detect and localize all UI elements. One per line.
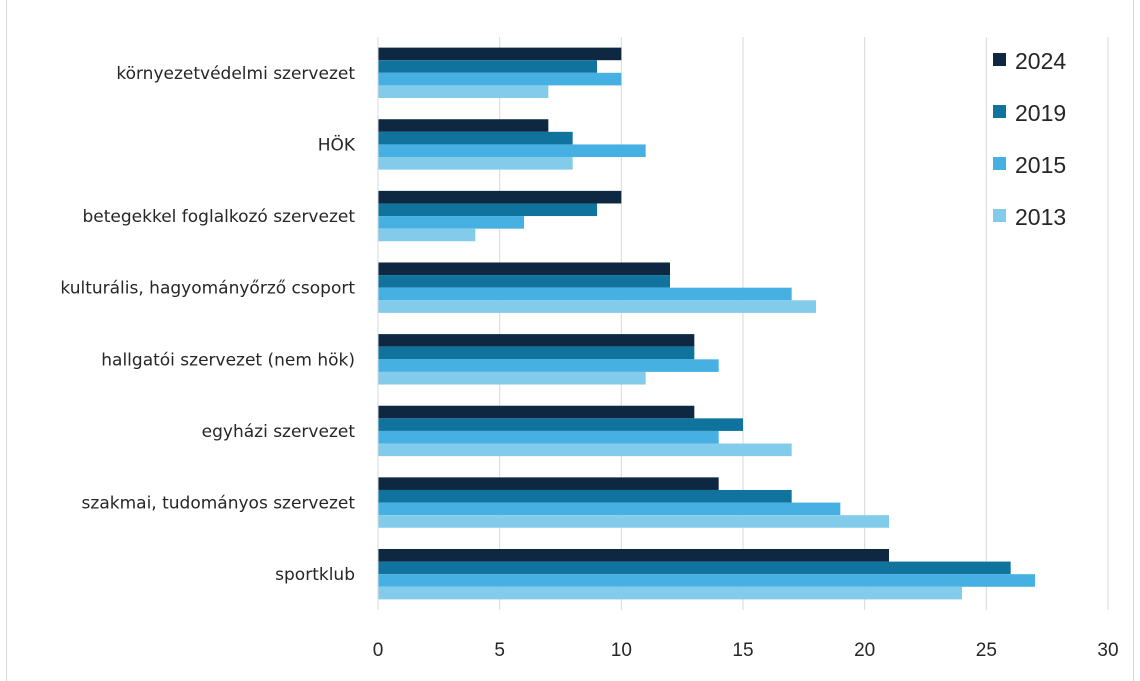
bar-2024-2 — [378, 190, 622, 204]
bar-2013-3 — [378, 300, 816, 313]
bar-2024-7 — [378, 548, 889, 562]
bar-2015-5 — [378, 430, 719, 444]
category-label: sportklub — [275, 565, 355, 585]
bar-2024-0 — [378, 47, 622, 61]
bar-2019-6 — [378, 489, 792, 503]
category-label: betegekkel foglalkozó szervezet — [83, 207, 356, 227]
bar-2015-2 — [378, 216, 524, 229]
legend-swatch-2015 — [993, 157, 1006, 170]
bar-2024-3 — [378, 262, 670, 276]
bar-2024-6 — [378, 477, 719, 490]
category-label: egyházi szervezet — [202, 422, 356, 442]
bar-2024-1 — [378, 119, 549, 132]
category-label: környezetvédelmi szervezet — [116, 64, 355, 84]
x-tick-label: 15 — [732, 640, 753, 661]
bar-2013-5 — [378, 443, 792, 457]
x-tick-label: 5 — [494, 640, 505, 661]
legend-swatch-2019 — [993, 105, 1006, 118]
bar-2015-1 — [378, 144, 646, 158]
bar-2024-5 — [378, 405, 695, 419]
category-label: hallgatói szervezet (nem hök) — [101, 350, 355, 370]
bar-2019-5 — [378, 418, 743, 431]
bar-2019-4 — [378, 346, 695, 360]
bar-2015-3 — [378, 287, 792, 301]
x-tick-label: 25 — [976, 640, 997, 661]
x-tick-label: 20 — [854, 640, 875, 661]
category-label: szakmai, tudományos szervezet — [82, 494, 356, 514]
bar-2024-4 — [378, 334, 695, 347]
bar-2013-4 — [378, 371, 646, 385]
legend-swatch-2013 — [993, 209, 1006, 222]
bar-2013-6 — [378, 515, 889, 528]
x-tick-label: 10 — [611, 640, 632, 661]
bar-2013-7 — [378, 586, 962, 600]
x-tick-label: 0 — [373, 640, 384, 661]
category-label: HÖK — [318, 133, 356, 155]
x-tick-label: 30 — [1097, 640, 1118, 661]
legend-label: 2015 — [1015, 152, 1066, 178]
chart-frame — [6, 0, 1134, 681]
legend-label: 2013 — [1015, 204, 1066, 230]
legend-label: 2024 — [1015, 48, 1066, 74]
bar-2019-2 — [378, 203, 597, 217]
bar-2015-7 — [378, 574, 1035, 587]
bar-2019-0 — [378, 60, 597, 73]
legend-label: 2019 — [1015, 100, 1066, 126]
bar-2013-2 — [378, 228, 476, 242]
bar-2019-1 — [378, 131, 573, 145]
bar-2013-1 — [378, 157, 573, 170]
bar-2019-7 — [378, 561, 1011, 575]
bar-2013-0 — [378, 85, 549, 99]
bar-2015-4 — [378, 359, 719, 372]
bar-2019-3 — [378, 275, 670, 288]
legend-swatch-2024 — [993, 53, 1006, 66]
category-label: kulturális, hagyományőrző csoport — [60, 279, 355, 299]
bar-2015-0 — [378, 72, 622, 86]
bar-2015-6 — [378, 502, 841, 516]
